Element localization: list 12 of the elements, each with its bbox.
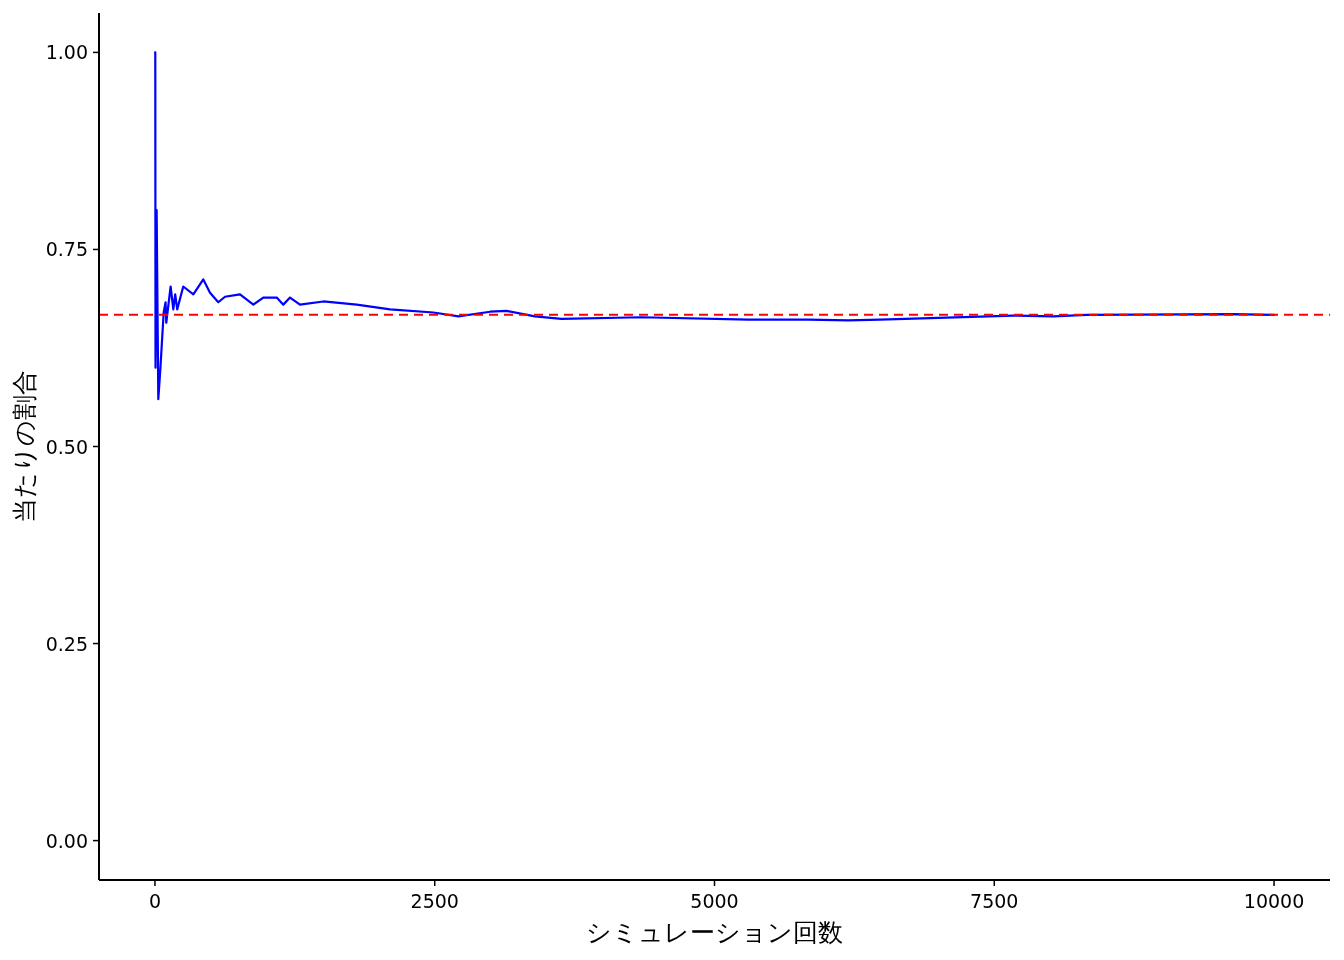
x-tick-label: 10000 bbox=[1243, 890, 1305, 912]
x-tick-label: 2500 bbox=[410, 890, 459, 912]
y-tick-label: 0.00 bbox=[45, 829, 88, 852]
x-tick-label: 5000 bbox=[690, 890, 739, 912]
y-tick-label: 0.50 bbox=[45, 435, 88, 458]
x-axis-title: シミュレーション回数 bbox=[586, 918, 843, 947]
y-tick-label: 1.00 bbox=[45, 41, 88, 64]
x-tick-label: 0 bbox=[148, 890, 161, 912]
y-tick-label: 0.25 bbox=[45, 632, 88, 655]
y-tick-label: 0.75 bbox=[45, 238, 88, 261]
y-axis-title: 当たりの割合 bbox=[10, 370, 39, 523]
x-tick-label: 7500 bbox=[970, 890, 1019, 912]
